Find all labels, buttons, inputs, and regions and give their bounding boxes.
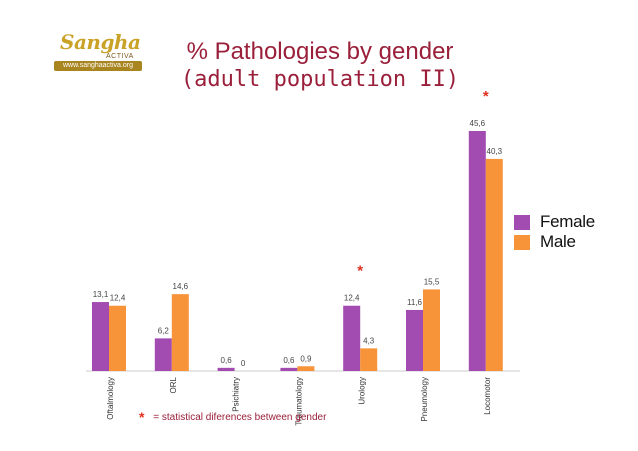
bar-male-locomotor: [485, 158, 503, 371]
bar-female-pneumology: [406, 309, 423, 371]
category-label-urology: Urology: [357, 377, 366, 405]
data-label-female-traumatology: 0,6: [283, 356, 295, 365]
sangha-activa-logo: Sangha ACTIVA www.sanghaactiva.org: [54, 30, 142, 76]
data-label-male-pneumology: 15,5: [424, 277, 440, 286]
bar-female-locomotor: [468, 131, 486, 371]
bar-male-oftalmology: [109, 305, 126, 371]
category-label-psichiatry: Psichiatry: [232, 377, 241, 412]
footnote: * = statistical diferences between gende…: [139, 409, 326, 425]
data-label-female-urology: 12,4: [344, 294, 360, 303]
data-label-female-psichiatry: 0,6: [221, 356, 233, 365]
logo-url: www.sanghaactiva.org: [54, 61, 142, 71]
category-label-oftalmology: Oftalmology: [106, 377, 115, 420]
page-title: % Pathologies by gender (adult populatio…: [150, 38, 490, 94]
data-label-female-orl: 6,2: [158, 326, 170, 335]
bar-female-orl: [154, 338, 172, 371]
data-label-male-oftalmology: 12,4: [110, 294, 126, 303]
significance-star-locomotor: *: [483, 88, 489, 105]
data-label-male-locomotor: 40,3: [487, 147, 503, 156]
footnote-star-icon: *: [139, 409, 145, 425]
significance-star-urology: *: [357, 263, 363, 280]
data-label-male-traumatology: 0,9: [300, 354, 312, 363]
category-label-orl: ORL: [169, 376, 178, 393]
category-label-traumatology: Traumatology: [295, 377, 304, 426]
data-label-male-psichiatry: 0: [241, 359, 246, 368]
data-label-male-orl: 14,6: [173, 282, 189, 291]
chart-legend: Female Male: [514, 212, 595, 252]
data-label-female-pneumology: 11,6: [407, 298, 423, 307]
bar-female-urology: [343, 305, 361, 371]
data-label-male-urology: 4,3: [363, 336, 375, 345]
bar-female-psichiatry: [217, 367, 235, 371]
legend-swatch-female: [514, 214, 530, 230]
legend-label-male: Male: [540, 232, 576, 251]
category-label-pneumology: Pneumology: [420, 377, 429, 421]
category-label-locomotor: Locomotor: [483, 377, 492, 415]
data-label-female-oftalmology: 13,1: [93, 290, 109, 299]
logo-word: Sangha: [60, 30, 141, 54]
title-line-1: % Pathologies by gender: [186, 38, 454, 65]
bar-male-orl: [171, 294, 189, 371]
bar-female-traumatology: [280, 367, 298, 371]
bar-female-oftalmology: [92, 302, 109, 371]
logo-sub: ACTIVA: [106, 53, 134, 60]
bar-male-traumatology: [297, 366, 315, 371]
data-label-female-locomotor: 45,6: [470, 119, 486, 128]
bar-male-urology: [360, 348, 378, 371]
legend-swatch-male: [514, 234, 530, 250]
legend-label-female: Female: [540, 212, 595, 231]
title-line-2: (adult population II): [180, 67, 460, 92]
footnote-text: = statistical diferences between gender: [153, 412, 327, 423]
legend-item-male: Male: [514, 232, 595, 252]
legend-item-female: Female: [514, 212, 595, 232]
bar-male-pneumology: [423, 289, 440, 371]
